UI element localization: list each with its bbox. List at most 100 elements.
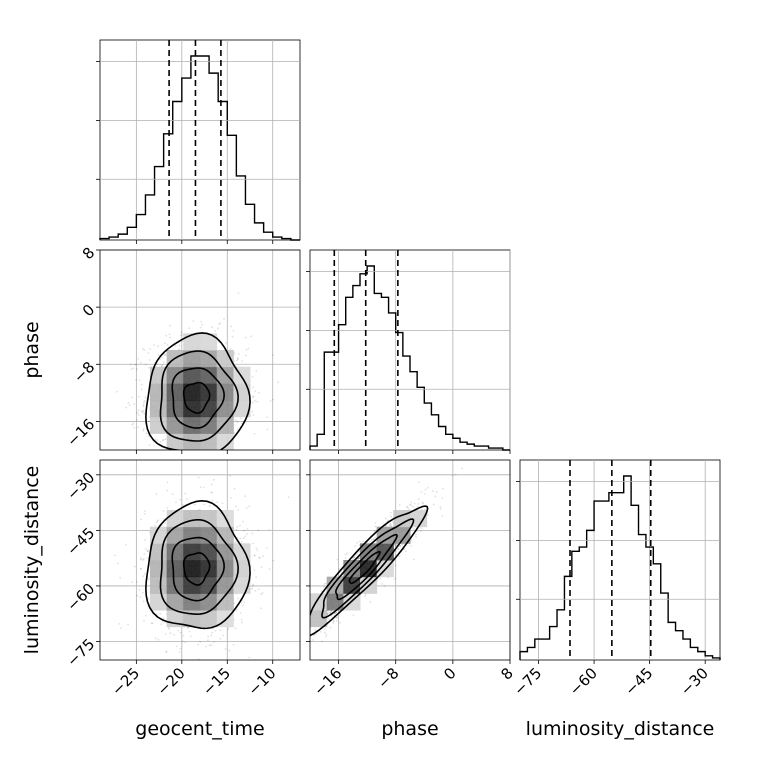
- panel-ld-vs-geocent-density-point: [147, 549, 150, 552]
- panel-ld-vs-geocent-density-point: [235, 540, 237, 543]
- panel-ld-hist-xticklabel-0: −75: [510, 664, 545, 699]
- panel-ld-vs-phase-density-point: [441, 487, 444, 490]
- panel-ld-vs-geocent-density-point: [244, 495, 247, 498]
- panel-ld-vs-phase-density-point: [434, 495, 437, 498]
- panel-ld-vs-phase-density-point: [327, 617, 330, 620]
- panel-phase-vs-geocent-density-point: [241, 422, 243, 425]
- panel-ld-vs-phase-density-point: [285, 667, 287, 669]
- panel-ld-vs-phase-density-point: [273, 636, 275, 638]
- panel-phase-vs-geocent-density-point: [156, 467, 158, 469]
- panel-ld-vs-geocent-density-point: [178, 650, 181, 653]
- panel-ld-vs-geocent-density-density-cell: [216, 526, 234, 544]
- panel-ld-vs-geocent-density-density-cell: [166, 560, 184, 578]
- panel-ld-vs-phase-density-point: [280, 658, 282, 660]
- panel-phase-vs-geocent-density-point: [196, 479, 198, 481]
- panel-ld-vs-phase-density-point: [389, 515, 392, 517]
- panel-ld-vs-geocent-density-point: [261, 592, 264, 594]
- panel-phase-vs-geocent-density-point: [234, 419, 237, 421]
- panel-ld-vs-geocent-density-point: [175, 645, 178, 648]
- panel-ld-vs-phase-density-point: [385, 524, 388, 527]
- panel-ld-vs-phase-density-point: [307, 606, 309, 608]
- panel-ld-vs-phase-density-point: [357, 557, 360, 560]
- panel-phase-vs-geocent-density-point: [140, 388, 143, 391]
- panel-ld-vs-geocent-density-point: [187, 626, 190, 629]
- panel-ld-vs-geocent-density-point: [229, 474, 231, 477]
- panel-phase-vs-geocent-density-point: [175, 467, 177, 469]
- panel-ld-vs-geocent-density-density-cell: [150, 526, 168, 544]
- panel-ld-vs-geocent-density-point: [199, 486, 202, 489]
- panel-ld-vs-geocent-density-point: [222, 634, 224, 637]
- panel-ld-vs-geocent-density-point: [208, 505, 211, 507]
- panel-phase-vs-geocent-density-point: [179, 455, 181, 457]
- panel-ld-vs-geocent-density-point: [143, 573, 146, 575]
- panel-phase-vs-geocent-density-point: [223, 318, 225, 320]
- panel-ld-vs-phase-density-point: [422, 502, 425, 505]
- panel-phase-vs-geocent-density-point: [135, 363, 138, 366]
- panel-ld-vs-geocent-density-point: [125, 544, 128, 546]
- panel-phase-vs-geocent-density-point: [192, 464, 194, 466]
- panel-ld-vs-phase-density-point: [418, 481, 420, 483]
- panel-phase-vs-geocent-yticklabel-2: −8: [70, 358, 98, 386]
- panel-ld-vs-geocent-density-point: [230, 496, 232, 499]
- panel-phase-vs-geocent-density-density-cell: [200, 416, 218, 434]
- panel-ld-vs-phase-density-point: [312, 639, 314, 641]
- panel-ld-vs-geocent-density-point: [260, 566, 263, 569]
- panel-ld-vs-geocent-density-point: [210, 634, 213, 637]
- panel-ld-vs-phase-density-point: [320, 640, 323, 643]
- panel-phase-vs-geocent-density-point: [125, 406, 127, 409]
- panel-ld-vs-geocent-density-point: [139, 567, 142, 570]
- panel-ld-vs-geocent-density-point: [154, 637, 157, 640]
- panel-ld-vs-geocent-density-point: [159, 612, 162, 615]
- panel-ld-vs-geocent: [99, 459, 301, 661]
- panel-phase-vs-geocent-density-point: [233, 432, 236, 434]
- panel-ld-vs-phase-density-point: [290, 636, 292, 638]
- panel-ld-vs-phase-density-point: [301, 636, 303, 638]
- panel-phase-vs-geocent-density-point: [233, 360, 236, 363]
- panel-ld-vs-phase-density-point: [307, 629, 309, 631]
- panel-phase-vs-geocent-density-point: [237, 292, 240, 295]
- panel-ld-vs-phase-density-point: [319, 630, 322, 633]
- panel-ld-vs-phase-density-point: [300, 624, 302, 626]
- panel-phase-vs-geocent-density-contour-2: [159, 350, 239, 442]
- panel-phase-vs-geocent-density-point: [148, 359, 151, 361]
- panel-ld-vs-geocent-density-point: [142, 559, 144, 561]
- panel-ld-vs-geocent-density-point: [224, 648, 227, 650]
- panel-phase-vs-geocent-density-point: [156, 363, 159, 366]
- panel-ld-vs-geocent-density-point: [228, 649, 231, 652]
- panel-ld-vs-geocent-density-point: [256, 549, 259, 552]
- panel-ld-vs-phase-density-point: [332, 622, 335, 624]
- panel-ld-vs-geocent-density-point: [216, 501, 218, 504]
- panel-phase-vs-geocent-yticklabel-3: −16: [63, 415, 98, 450]
- panel-phase-vs-geocent-density-point: [230, 485, 232, 487]
- panel-ld-vs-geocent-density-contour-0: [182, 552, 211, 586]
- panel-phase-vs-geocent-density-density-cell: [216, 433, 234, 450]
- panel-ld-vs-geocent-density-point: [189, 635, 192, 638]
- panel-ld-vs-phase-xticklabel-1: −8: [374, 664, 402, 692]
- panel-ld-vs-geocent-density-point: [239, 612, 242, 615]
- panel-phase-vs-geocent-density-point: [251, 375, 254, 378]
- panel-phase-vs-geocent-density-point: [142, 409, 144, 412]
- panel-phase-vs-geocent-density-point: [148, 444, 151, 447]
- panel-ld-vs-phase-density: [273, 467, 464, 669]
- panel-phase-vs-geocent-density-point: [131, 423, 134, 426]
- panel-ld-vs-phase-density-point: [322, 585, 325, 588]
- panel-ld-vs-phase-density-point: [398, 555, 401, 558]
- panel-phase-vs-geocent-density-point: [250, 335, 253, 338]
- panel-ld-vs-geocent-density-point: [236, 526, 239, 528]
- panel-ld-vs-phase-density-point: [374, 536, 377, 539]
- panel-phase-vs-geocent-density-point: [200, 454, 202, 456]
- panel-phase-vs-geocent-density-point: [93, 385, 95, 387]
- panel-ld-vs-phase-density-point: [292, 665, 294, 667]
- panel-phase-vs-geocent-density-point: [163, 354, 166, 357]
- panel-ld-vs-phase-density-point: [356, 541, 358, 544]
- panel-phase-vs-geocent-density-point: [142, 405, 145, 408]
- panel-ld-vs-phase-density-point: [389, 523, 392, 525]
- panel-ld-vs-geocent-density-point: [146, 550, 149, 552]
- panel-ld-vs-geocent-density-point: [244, 535, 247, 538]
- panel-ld-vs-geocent-density-contour-3: [145, 499, 251, 630]
- panel-phase-vs-geocent-density-point: [178, 471, 180, 473]
- x-axis-label-2: luminosity_distance: [526, 718, 715, 740]
- panel-ld-vs-geocent-density-point: [240, 601, 243, 604]
- panel-ld-vs-phase-density-point: [390, 516, 393, 519]
